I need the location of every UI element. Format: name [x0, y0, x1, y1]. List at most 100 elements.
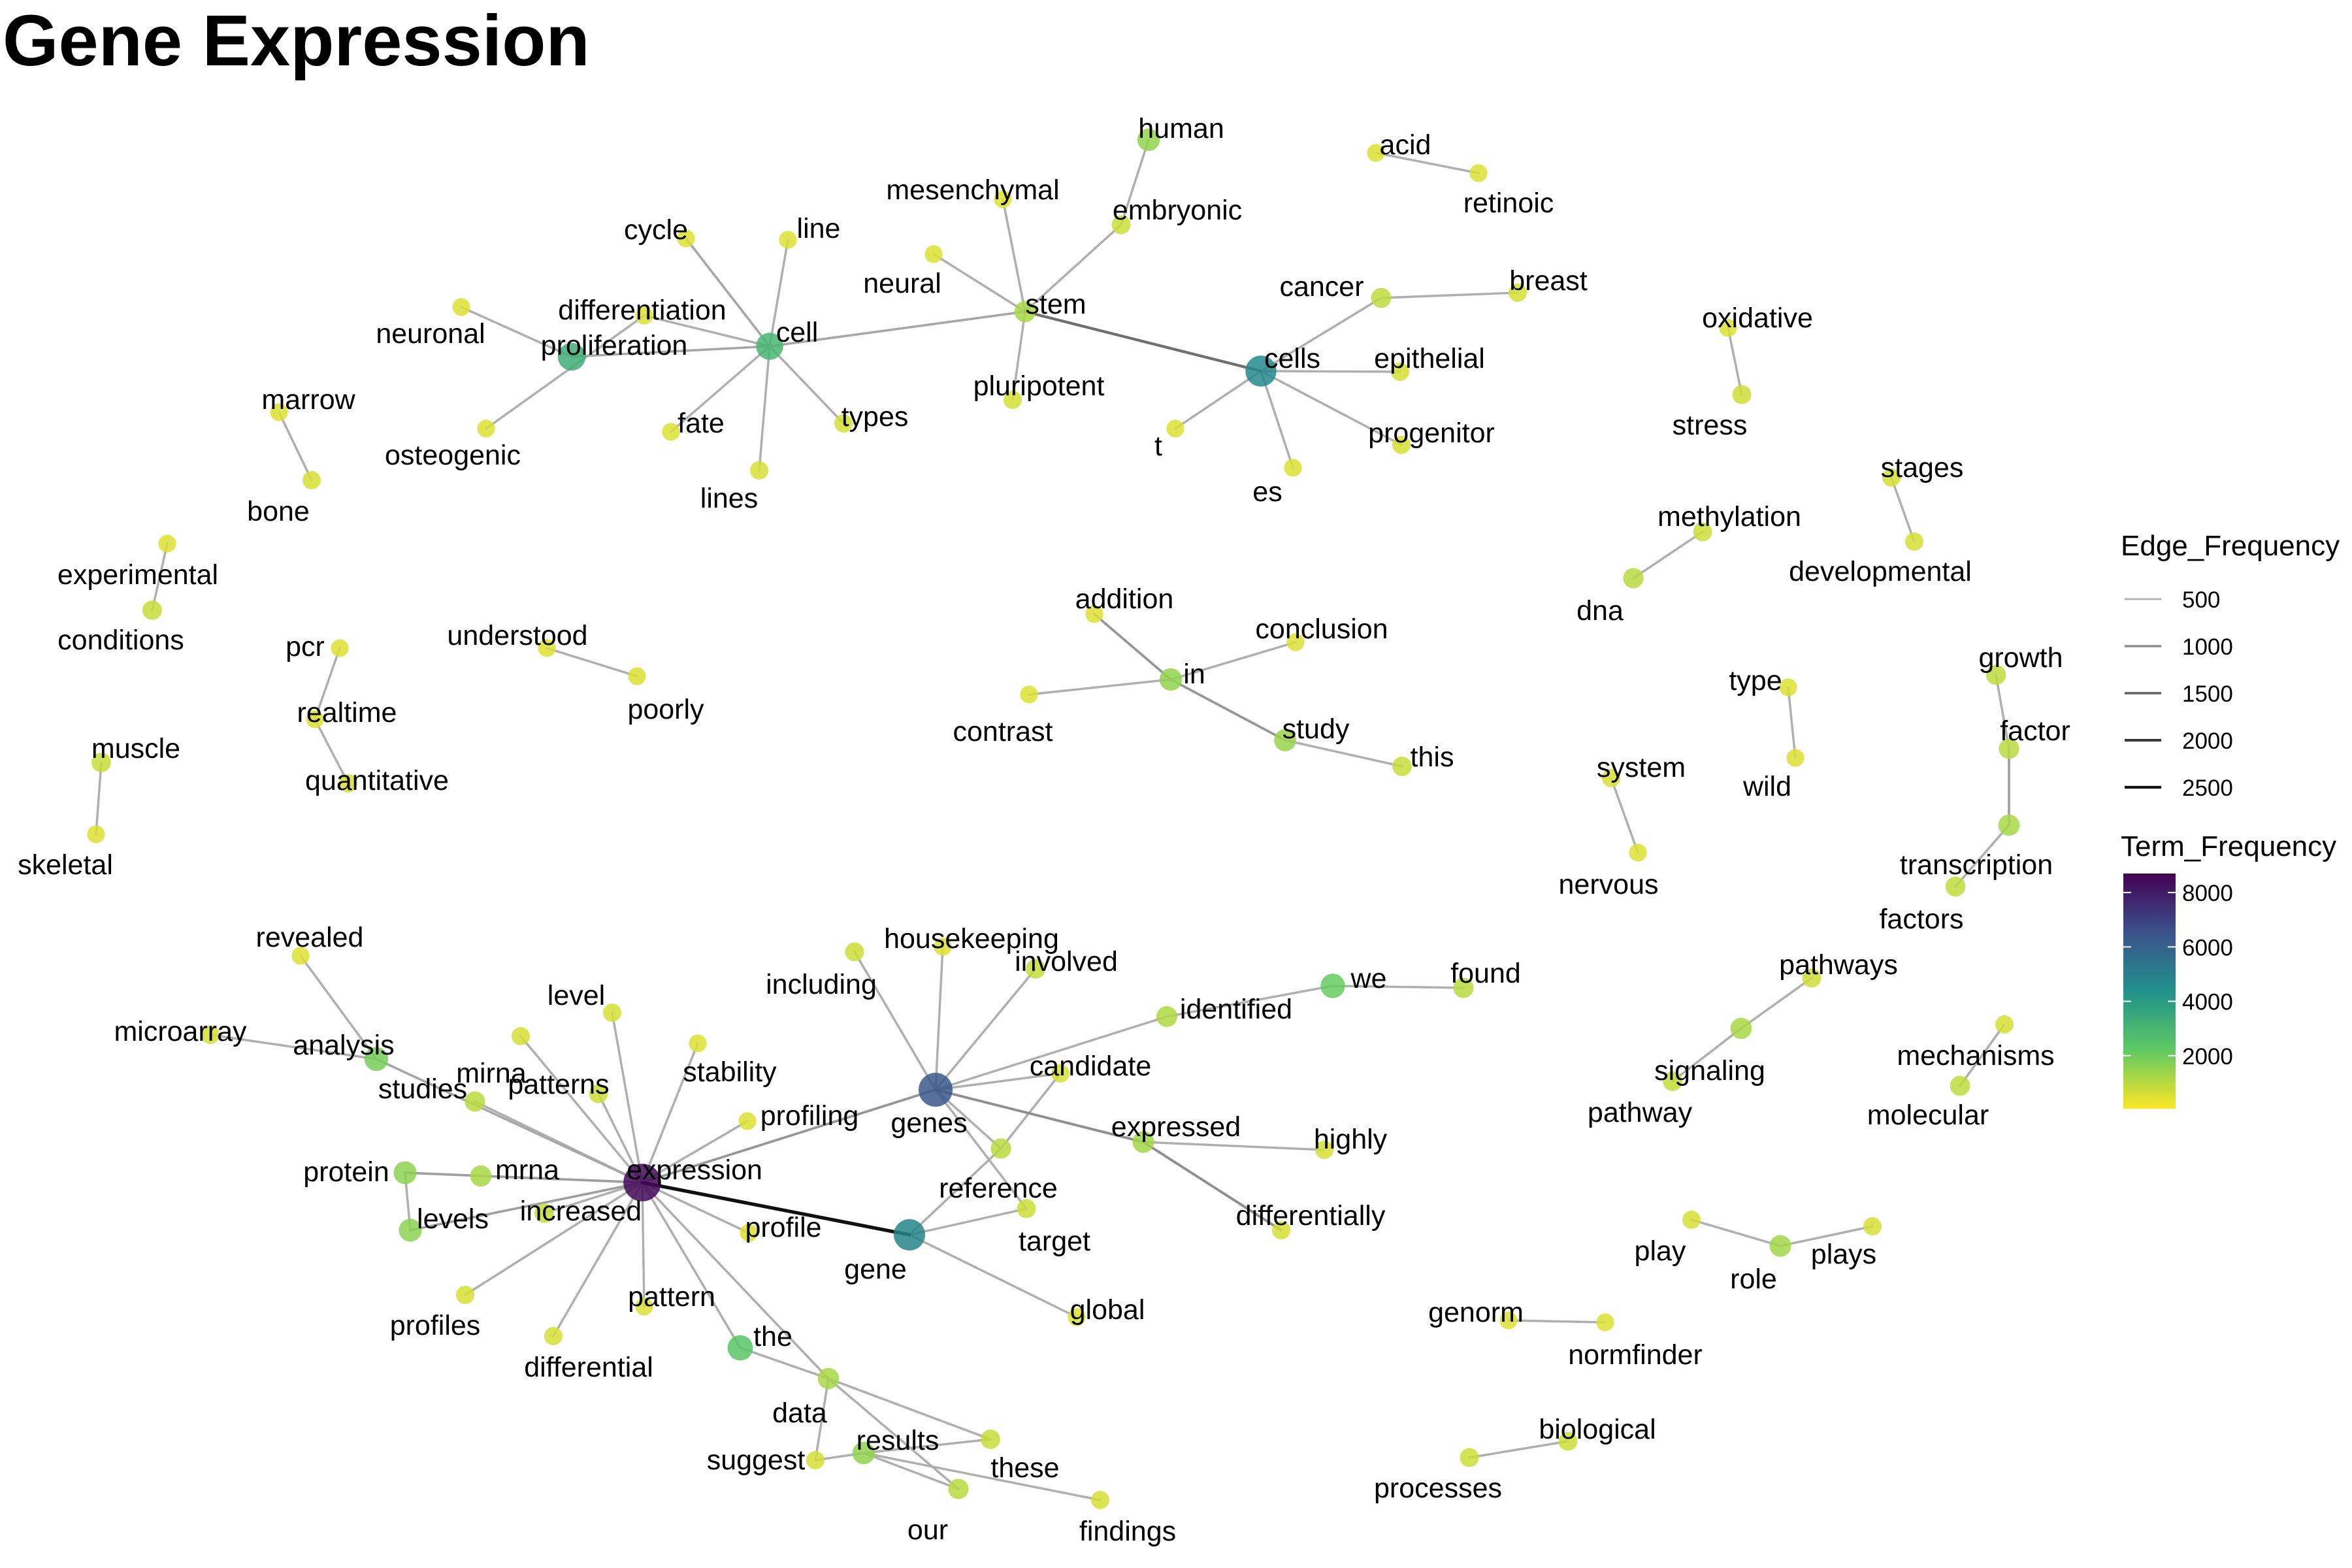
edge-we-found	[1331, 985, 1465, 989]
node-mesenchymal	[994, 190, 1012, 208]
edge-role-plays	[1779, 1225, 1874, 1247]
node-realtime	[306, 710, 324, 728]
node-profiling	[738, 1112, 757, 1130]
edge-expression-level	[611, 1011, 644, 1184]
node-understood	[538, 639, 556, 657]
node-normfinder	[1596, 1313, 1614, 1331]
label-suggest: suggest	[707, 1445, 806, 1476]
edge-cell-stem	[768, 310, 1026, 348]
edge-genes-candidate	[934, 1072, 1062, 1091]
node-pcr	[331, 639, 349, 657]
edge-expression-pattern	[641, 1181, 645, 1308]
node-processes	[1460, 1448, 1479, 1467]
label-types: types	[841, 401, 909, 433]
label-molecular: molecular	[1867, 1100, 1989, 1131]
label-signaling: signaling	[1654, 1055, 1765, 1086]
node-osteogenic	[477, 419, 495, 438]
node-growth	[1985, 664, 2006, 685]
edge-legend-items: 500 1000 1500 2000 2500	[2125, 587, 2233, 801]
edge-expression-differential	[552, 1181, 644, 1337]
nodes-layer	[87, 128, 2020, 1509]
label-play: play	[1635, 1235, 1686, 1267]
node-stress	[1732, 385, 1752, 404]
label-quantitative: quantitative	[305, 765, 449, 796]
node-addition	[1085, 605, 1103, 623]
edge-muscle-skeletal	[95, 761, 103, 836]
edge-stem-neural	[932, 253, 1026, 313]
node-methylation	[1693, 522, 1712, 542]
label-results: results	[857, 1425, 939, 1456]
node-cancer	[1371, 287, 1392, 308]
node-expression	[623, 1164, 661, 1201]
label-highly: highly	[1314, 1124, 1388, 1155]
node-microarray	[201, 1026, 220, 1044]
node-highly	[1315, 1141, 1333, 1159]
label-target: target	[1019, 1226, 1090, 1257]
label-lines: lines	[700, 483, 758, 514]
label-es: es	[1252, 476, 1282, 508]
node-lines	[750, 461, 768, 480]
label-patterns: patterns	[508, 1069, 609, 1100]
edge-gene-target	[908, 1207, 1028, 1236]
node-transcription	[1998, 814, 2020, 836]
label-embryonic: embryonic	[1113, 195, 1242, 226]
node-patterns	[589, 1084, 608, 1103]
edge-system-nervous	[1610, 777, 1639, 854]
label-processes: processes	[1374, 1473, 1502, 1504]
node-found	[1453, 977, 1474, 998]
edge-legend-label-2500: 2500	[2182, 776, 2233, 801]
edge-marrow-bone	[278, 411, 313, 482]
node-levels	[399, 1218, 422, 1242]
label-differential: differential	[524, 1352, 653, 1383]
label-oxidative: oxidative	[1702, 302, 1813, 334]
edge-expression-the	[641, 1181, 742, 1349]
label-biological: biological	[1539, 1414, 1656, 1445]
node-expressed	[1132, 1131, 1154, 1153]
edge-reference-candidate	[1000, 1072, 1062, 1150]
node-nervous	[1629, 843, 1647, 862]
term-legend-ticks: 8000 6000 4000 2000	[2123, 881, 2233, 1070]
label-pattern: pattern	[628, 1281, 715, 1313]
node-factor	[1999, 738, 2019, 759]
colorbar-label-6000: 6000	[2182, 935, 2233, 960]
edge-legend-label-2000: 2000	[2182, 728, 2233, 754]
node-pattern	[635, 1298, 653, 1316]
node-wild	[1786, 749, 1805, 767]
label-plays: plays	[1811, 1239, 1876, 1270]
edge-expression-protein	[404, 1171, 644, 1184]
node-profiles	[456, 1286, 474, 1304]
label-reference: reference	[939, 1173, 1058, 1204]
node-t	[1166, 419, 1184, 438]
edge-cell-cycle	[685, 237, 771, 348]
node-system	[1602, 769, 1620, 787]
label-mechanisms: mechanisms	[1897, 1040, 2054, 1071]
label-data: data	[772, 1397, 827, 1429]
node-cell	[756, 333, 783, 360]
edge-stem-mesenchymal	[1002, 198, 1026, 313]
node-revealed	[291, 947, 310, 965]
term-legend-title: Term_Frequency	[2121, 830, 2336, 862]
edge-expression-profiling	[641, 1120, 749, 1184]
node-stability	[689, 1034, 707, 1053]
node-profile	[740, 1224, 758, 1242]
edge-experimental-conditions	[151, 542, 169, 612]
label-protein: protein	[303, 1156, 389, 1188]
label-muscle: muscle	[91, 733, 180, 764]
label-breast: breast	[1509, 265, 1588, 297]
edge-genes-identified	[934, 1015, 1168, 1091]
node-analysis	[364, 1047, 389, 1071]
label-profiles: profiles	[390, 1310, 481, 1341]
node-level	[603, 1004, 621, 1022]
label-fate: fate	[678, 408, 725, 439]
edge-embryonic-human	[1120, 139, 1150, 226]
node-factors	[1945, 876, 1966, 897]
node-protein	[393, 1161, 417, 1184]
label-found: found	[1450, 958, 1521, 989]
label-line: line	[797, 213, 841, 244]
label-global: global	[1070, 1294, 1145, 1326]
node-target	[1017, 1199, 1036, 1218]
label-addition: addition	[1075, 583, 1174, 615]
label-understood: understood	[447, 620, 587, 651]
edge-expression-profiles	[464, 1181, 644, 1296]
edge-cells-t	[1174, 370, 1262, 430]
